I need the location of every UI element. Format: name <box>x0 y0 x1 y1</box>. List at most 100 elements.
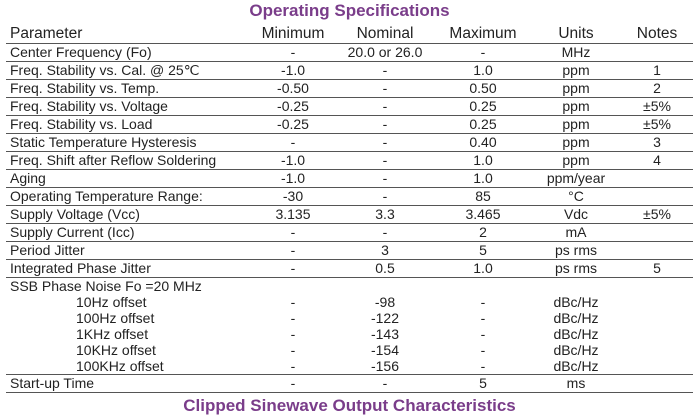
cell-minimum: - <box>290 358 296 374</box>
table-row: Period Jitter -3 5 ps rms <box>6 241 693 260</box>
col-nominal: Nominal <box>335 25 435 44</box>
phase-noise-group-row: SSB Phase Noise Fo =20 MHz <box>6 277 693 294</box>
cell-units: ppm <box>531 151 621 170</box>
cell-parameter: 100Hz offset <box>76 310 155 326</box>
cell-nominal: 20.0 or 26.0 <box>335 43 435 62</box>
cell-minimum: -0.25 <box>251 115 335 134</box>
col-maximum: Maximum <box>435 25 531 44</box>
cell-nominal: -154 <box>370 342 400 358</box>
cell-maximum: - <box>480 294 486 310</box>
cell-units: Vdc <box>531 205 621 224</box>
cell-minimum: - <box>251 133 335 152</box>
cell-maximum: 1.0 <box>435 169 531 188</box>
cell-maximum: 1.0 <box>435 61 531 80</box>
cell-notes <box>621 187 693 206</box>
cell-minimum: - <box>251 259 335 278</box>
cell-notes: 2 <box>621 79 693 98</box>
cell-minimum: - <box>251 374 335 393</box>
cell-notes: 3 <box>621 133 693 152</box>
col-minimum: Minimum <box>251 25 335 44</box>
col-notes: Notes <box>621 25 693 44</box>
cell-maximum: - <box>480 310 486 326</box>
section-title: Operating Specifications <box>249 1 450 20</box>
cell-notes: ±5% <box>621 97 693 116</box>
cell-parameter: 1KHz offset <box>76 326 149 342</box>
table-row: Freq. Stability vs. Voltage -0.25-0.25 ppm… <box>6 97 693 116</box>
cell-minimum: - <box>290 310 296 326</box>
cell-nominal: - <box>335 97 435 116</box>
cell-notes: ±5% <box>621 205 693 224</box>
cell-minimum: - <box>251 223 335 242</box>
cell-notes <box>621 358 693 375</box>
next-section-title: Clipped Sinewave Output Characteristics <box>183 396 516 415</box>
cell-nominal: - <box>335 61 435 80</box>
cell-minimum: -1.0 <box>251 169 335 188</box>
cell-units: MHz <box>531 43 621 62</box>
operating-specifications-table: Parameter Minimum Nominal Maximum Units … <box>6 25 693 393</box>
cell-maximum: 0.40 <box>435 133 531 152</box>
cell-units: dBc/Hz <box>553 294 599 310</box>
cell-units: dBc/Hz <box>553 310 599 326</box>
cell-nominal: -98 <box>374 294 396 310</box>
cell-parameter: Period Jitter <box>6 241 251 260</box>
table-row: Freq. Stability vs. Temp. -0.50-0.50 ppm 2 <box>6 79 693 98</box>
cell-notes <box>621 310 693 326</box>
cell-units: ps rms <box>531 259 621 278</box>
cell-parameter: Supply Voltage (Vcc) <box>6 205 251 224</box>
table-row: Integrated Phase Jitter -0.5 1.0 ps rms 5 <box>6 259 693 278</box>
cell-units: ps rms <box>531 241 621 260</box>
cell-minimum: -0.50 <box>251 79 335 98</box>
table-row: Supply Current (Icc) - -2 mA <box>6 223 693 242</box>
cell-notes <box>621 241 693 260</box>
cell-maximum: - <box>480 358 486 374</box>
cell-units: ppm <box>531 79 621 98</box>
cell-maximum: 0.50 <box>435 79 531 98</box>
cell-minimum: -30 <box>251 187 335 206</box>
cell-parameter: Freq. Stability vs. Load <box>6 115 251 134</box>
cell-notes: 4 <box>621 151 693 170</box>
cell-units: ppm/year <box>531 169 621 188</box>
cell-maximum: 3.465 <box>435 205 531 224</box>
table-row: Static Temperature Hysteresis - -0.40 ppm 3 <box>6 133 693 152</box>
cell-parameter: 10KHz offset <box>76 342 156 358</box>
cell-units: ppm <box>531 61 621 80</box>
cell-nominal: 0.5 <box>335 259 435 278</box>
cell-parameter: Center Frequency (Fo) <box>6 43 251 62</box>
cell-nominal: - <box>335 133 435 152</box>
cell-parameter: Static Temperature Hysteresis <box>6 133 251 152</box>
cell-parameter: 10Hz offset <box>76 294 147 310</box>
cell-notes <box>621 342 693 358</box>
cell-nominal: - <box>335 223 435 242</box>
col-parameter: Parameter <box>6 25 251 44</box>
cell-nominal: - <box>335 151 435 170</box>
cell-parameter: Start-up Time <box>6 374 251 393</box>
table-row: Freq. Stability vs. Load -0.25-0.25 ppm ±5% <box>6 115 693 134</box>
cell-units: ms <box>531 374 621 393</box>
cell-maximum: - <box>480 326 486 342</box>
cell-notes <box>621 326 693 342</box>
table-row: Freq. Stability vs. Cal. @ 25℃ -1.0-1.0 pp… <box>6 61 693 80</box>
cell-units: dBc/Hz <box>553 358 599 374</box>
cell-nominal: -156 <box>370 358 400 374</box>
cell-parameter: Freq. Stability vs. Cal. @ 25℃ <box>6 61 251 80</box>
header-row: Parameter Minimum Nominal Maximum Units … <box>6 25 693 44</box>
cell-nominal: 3.3 <box>335 205 435 224</box>
cell-minimum: - <box>290 342 296 358</box>
cell-parameter: Operating Temperature Range: <box>6 187 251 206</box>
table-row: 1KHz offset - -143 - dBc/Hz <box>6 326 693 342</box>
cell-units: °C <box>531 187 621 206</box>
table-row: Center Frequency (Fo) -20.0 or 26.0- MHz <box>6 43 693 62</box>
cell-minimum: - <box>251 241 335 260</box>
cell-nominal: - <box>335 187 435 206</box>
cell-parameter: Aging <box>6 169 251 188</box>
cell-maximum: 5 <box>435 241 531 260</box>
cell-maximum: - <box>435 43 531 62</box>
cell-notes <box>621 223 693 242</box>
cell-notes <box>621 294 693 310</box>
table-row: 10KHz offset - -154 - dBc/Hz <box>6 342 693 358</box>
cell-minimum: - <box>290 326 296 342</box>
cell-units: ppm <box>531 97 621 116</box>
cell-nominal: - <box>335 169 435 188</box>
cell-notes: ±5% <box>621 115 693 134</box>
